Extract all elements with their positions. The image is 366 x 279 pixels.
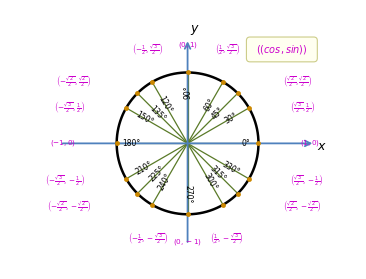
Text: 150°: 150° — [134, 110, 155, 127]
Text: 225°: 225° — [148, 164, 167, 183]
Text: $x$: $x$ — [317, 140, 326, 153]
Text: 315°: 315° — [208, 164, 227, 183]
Text: 120°: 120° — [157, 95, 174, 115]
Text: $\left(-\frac{\sqrt{2}}{2},-\frac{\sqrt{2}}{2}\right)$: $\left(-\frac{\sqrt{2}}{2},-\frac{\sqrt{… — [47, 198, 92, 214]
Text: $\left(-\frac{\sqrt{2}}{2},\frac{\sqrt{2}}{2}\right)$: $\left(-\frac{\sqrt{2}}{2},\frac{\sqrt{2… — [56, 73, 92, 89]
Text: 135°: 135° — [148, 104, 167, 123]
Text: $(1, 0)$: $(1, 0)$ — [300, 138, 320, 148]
Text: $\left(\frac{\sqrt{3}}{2},\frac{1}{2}\right)$: $\left(\frac{\sqrt{3}}{2},\frac{1}{2}\ri… — [290, 98, 315, 114]
Text: $\left(\frac{\sqrt{2}}{2},\frac{\sqrt{2}}{2}\right)$: $\left(\frac{\sqrt{2}}{2},\frac{\sqrt{2}… — [283, 73, 313, 89]
Text: 180°: 180° — [122, 139, 140, 148]
Text: 210°: 210° — [134, 160, 155, 177]
Text: $\left(\frac{1}{2},\frac{\sqrt{3}}{2}\right)$: $\left(\frac{1}{2},\frac{\sqrt{3}}{2}\ri… — [215, 41, 240, 57]
Text: $((\mathit{cos}, \mathit{sin}))$: $((\mathit{cos}, \mathit{sin}))$ — [256, 43, 308, 56]
Text: 240°: 240° — [157, 172, 174, 192]
Text: $\left(-\frac{1}{2},\frac{\sqrt{3}}{2}\right)$: $\left(-\frac{1}{2},\frac{\sqrt{3}}{2}\r… — [132, 41, 164, 57]
Text: $\left(-\frac{\sqrt{3}}{2},-\frac{1}{2}\right)$: $\left(-\frac{\sqrt{3}}{2},-\frac{1}{2}\… — [45, 172, 85, 188]
Text: $y$: $y$ — [190, 23, 200, 37]
Text: $\left(\frac{1}{2},-\frac{\sqrt{3}}{2}\right)$: $\left(\frac{1}{2},-\frac{\sqrt{3}}{2}\r… — [210, 230, 244, 246]
Text: $\left(\frac{\sqrt{2}}{2},-\frac{\sqrt{2}}{2}\right)$: $\left(\frac{\sqrt{2}}{2},-\frac{\sqrt{2… — [283, 198, 322, 214]
Text: $\left(-\frac{1}{2},-\frac{\sqrt{3}}{2}\right)$: $\left(-\frac{1}{2},-\frac{\sqrt{3}}{2}\… — [128, 230, 168, 246]
Text: 60°: 60° — [203, 97, 217, 113]
Text: 0°: 0° — [241, 139, 250, 148]
Text: 45°: 45° — [210, 105, 226, 121]
Text: 330°: 330° — [220, 160, 241, 177]
Text: $(-1, 0)$: $(-1, 0)$ — [49, 138, 75, 148]
Text: 30°: 30° — [223, 111, 239, 126]
Text: 300°: 300° — [201, 172, 219, 192]
Text: 90°: 90° — [183, 86, 192, 99]
Text: $(0, 1)$: $(0, 1)$ — [178, 40, 198, 50]
Text: $\left(-\frac{\sqrt{3}}{2},\frac{1}{2}\right)$: $\left(-\frac{\sqrt{3}}{2},\frac{1}{2}\r… — [54, 98, 85, 114]
Text: $(0, -1)$: $(0, -1)$ — [173, 237, 202, 247]
Text: $\left(\frac{\sqrt{3}}{2},-\frac{1}{2}\right)$: $\left(\frac{\sqrt{3}}{2},-\frac{1}{2}\r… — [290, 172, 324, 188]
Text: 270°: 270° — [183, 185, 192, 204]
FancyBboxPatch shape — [246, 37, 317, 62]
